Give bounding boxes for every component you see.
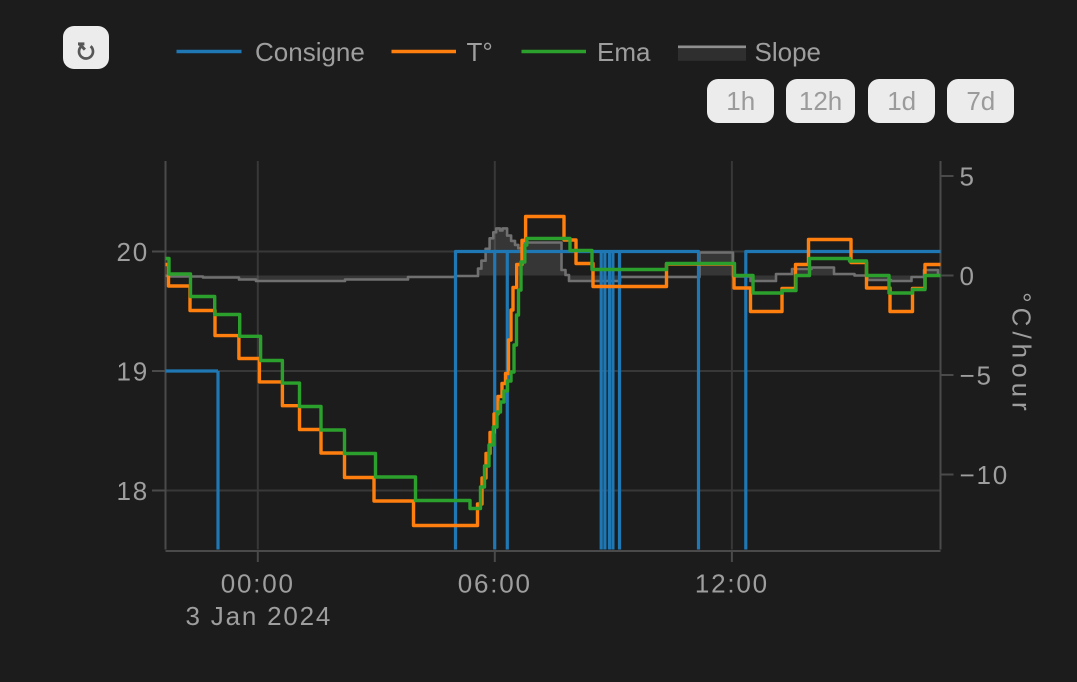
svg-text:20: 20 xyxy=(116,237,149,267)
svg-text:Ema: Ema xyxy=(597,37,651,67)
svg-text:Slope: Slope xyxy=(755,37,822,67)
svg-text:−10: −10 xyxy=(960,460,1010,490)
svg-text:5: 5 xyxy=(960,161,976,191)
svg-text:06:00: 06:00 xyxy=(458,569,532,599)
svg-text:19: 19 xyxy=(116,356,149,386)
svg-text:18: 18 xyxy=(116,476,149,506)
svg-text:−5: −5 xyxy=(960,360,993,390)
svg-text:12:00: 12:00 xyxy=(695,569,769,599)
svg-text:°C/hour: °C/hour xyxy=(1006,292,1036,415)
svg-text:3 Jan 2024: 3 Jan 2024 xyxy=(186,601,333,631)
svg-text:Consigne: Consigne xyxy=(255,37,365,67)
svg-text:T°: T° xyxy=(467,37,493,67)
svg-text:00:00: 00:00 xyxy=(221,569,295,599)
svg-text:0: 0 xyxy=(960,261,976,291)
